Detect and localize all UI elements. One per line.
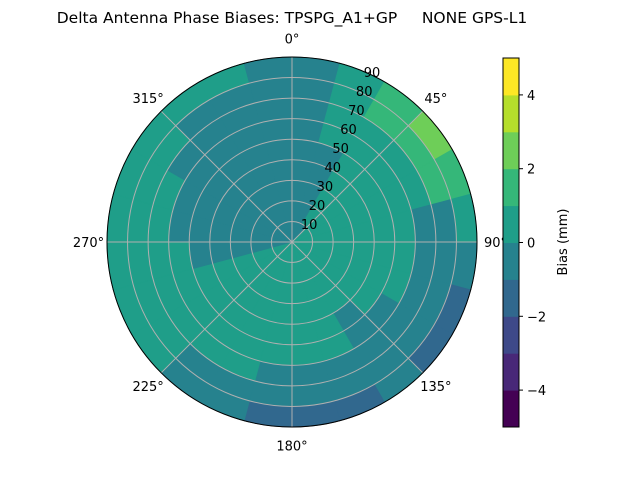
theta-tick-label: 45°: [424, 92, 447, 107]
polar-frame: [106, 56, 478, 428]
colorbar-tick-label: −2: [527, 310, 546, 325]
colorbar-band: [503, 279, 519, 317]
colorbar-band: [503, 242, 519, 280]
radial-tick-label: 90: [364, 66, 381, 81]
colorbar-band: [503, 390, 519, 428]
contour-cell: [370, 214, 396, 243]
theta-tick-label: 90°: [484, 236, 507, 251]
colorbar-tick-label: 0: [527, 237, 535, 252]
theta-tick-labels: 0° 45° 90° 135° 180° 225° 270° 315°: [73, 33, 507, 455]
angular-gridline: [160, 110, 293, 243]
theta-tick-label: 0°: [285, 33, 300, 48]
contour-cell: [188, 241, 214, 270]
colorbar-band: [503, 205, 519, 243]
radial-tick-label: 10: [301, 218, 318, 233]
theta-tick-label: 225°: [132, 380, 163, 395]
colorbar-band: [503, 131, 519, 170]
colorbar-tick-label: 4: [527, 89, 535, 104]
angular-gridline: [291, 110, 424, 243]
radial-tick-label: 80: [356, 85, 373, 100]
polar-grid: [107, 57, 477, 427]
radial-tick-label: 40: [324, 161, 341, 176]
colorbar-band: [503, 168, 519, 207]
contour-cell: [264, 138, 293, 164]
contour-cell: [291, 320, 320, 346]
theta-tick-label: 180°: [276, 440, 307, 455]
colorbar-label: Bias (mm): [556, 209, 571, 276]
radial-tick-label: 20: [309, 199, 326, 214]
colorbar-band: [503, 94, 519, 133]
colorbar-tick-label: −4: [527, 384, 546, 399]
colorbar-band: [503, 316, 519, 354]
colorbar-band: [503, 58, 519, 96]
colorbar: −4 −2 0 2 4: [502, 57, 546, 428]
colorbar-band: [503, 353, 519, 391]
radial-tick-labels: 10 20 30 40 50 60 70 80 90: [301, 66, 380, 233]
radial-tick-label: 30: [317, 180, 334, 195]
radial-tick-label: 70: [348, 104, 365, 119]
angular-gridline: [160, 241, 293, 374]
colorbar-tick-label: 2: [527, 163, 535, 178]
theta-tick-label: 135°: [420, 380, 451, 395]
radial-tick-label: 50: [332, 142, 349, 157]
radial-tick-label: 60: [340, 123, 357, 138]
theta-tick-label: 270°: [73, 236, 104, 251]
angular-gridline: [291, 241, 424, 374]
chart-title: Delta Antenna Phase Biases: TPSPG_A1+GP …: [57, 9, 527, 28]
theta-tick-label: 315°: [132, 92, 163, 107]
